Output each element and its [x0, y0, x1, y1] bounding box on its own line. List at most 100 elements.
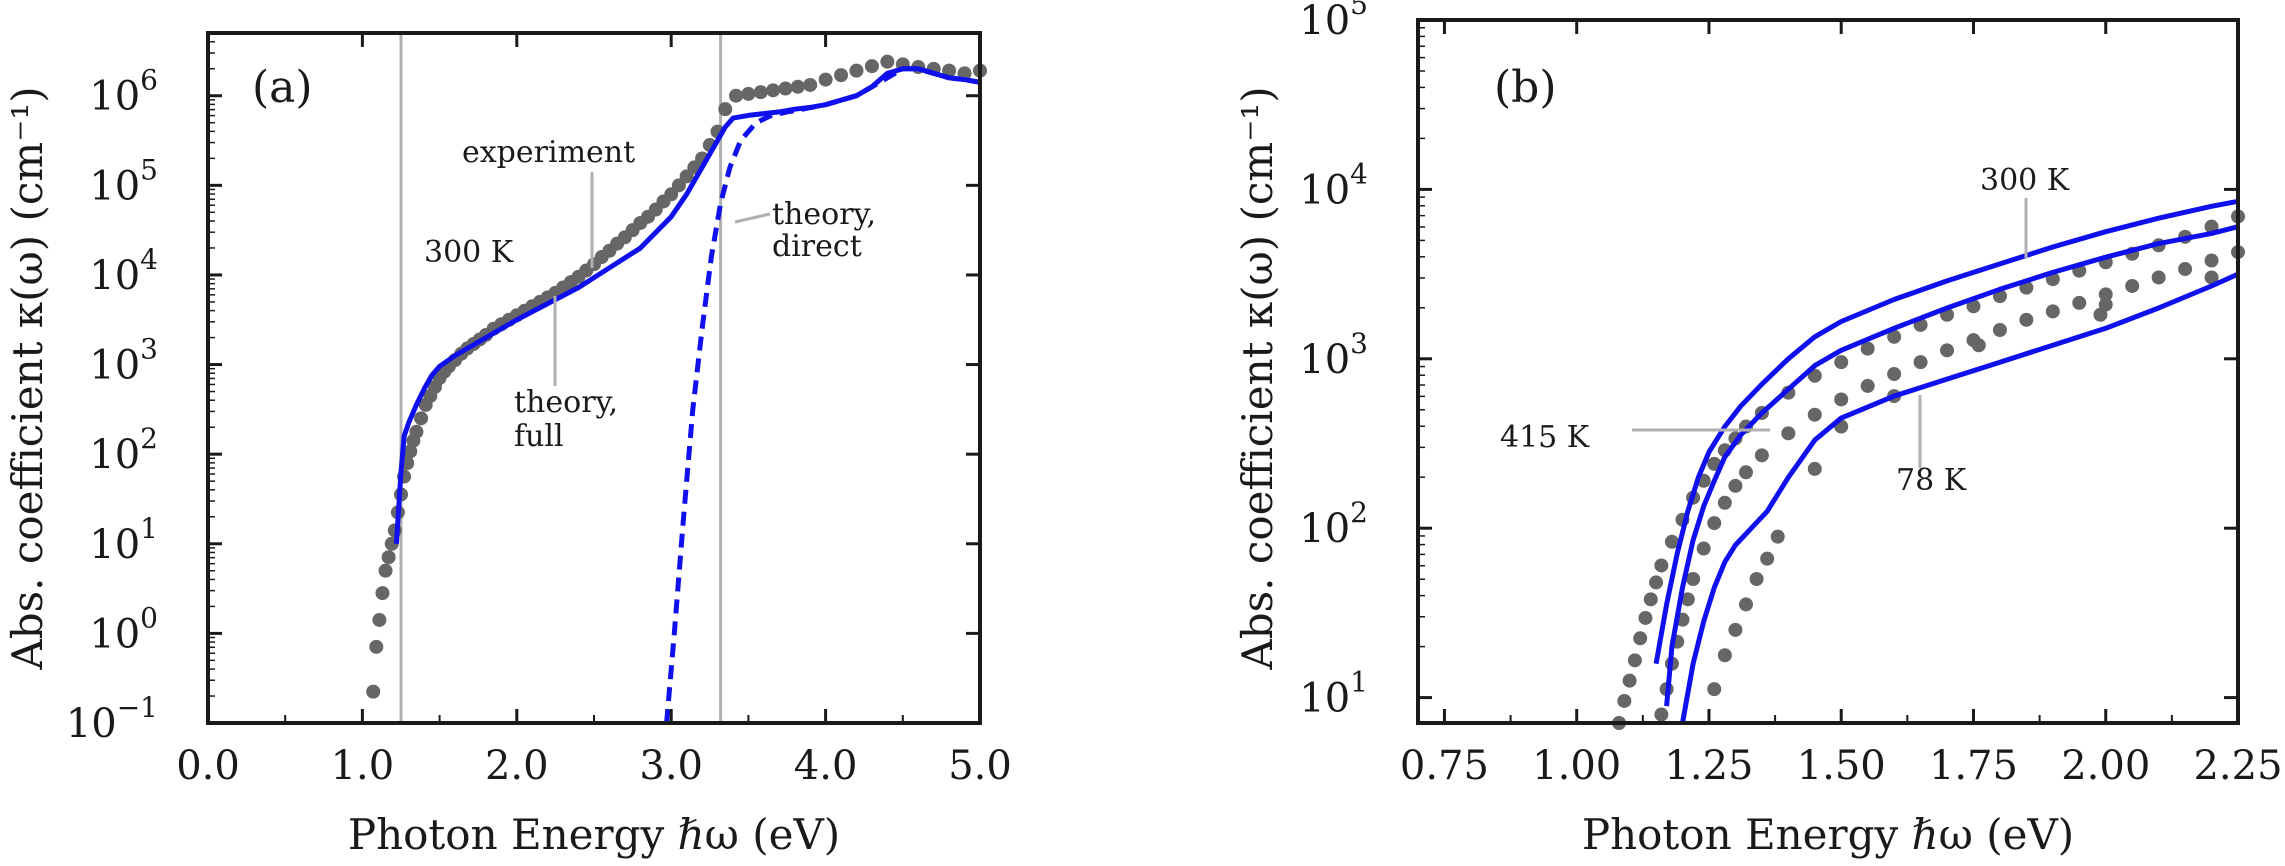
a-ytick-label: 100 [89, 601, 158, 657]
b-data-point [1680, 592, 1695, 607]
b-data-point [1664, 534, 1679, 549]
b-series-300-k [1664, 224, 2239, 707]
panel-a-series [366, 54, 987, 724]
b-line-300-k [1664, 224, 2239, 707]
b-data-point [1728, 622, 1743, 637]
b-data-point [1781, 426, 1796, 441]
b-data-point [2098, 297, 2113, 312]
a-xtick-label: 4.0 [794, 743, 858, 789]
b-data-point [1807, 368, 1822, 383]
panel-a-ticks: 0.0 1.0 2.0 3.0 4.0 5.0 10−1 100 101 102 103 104 105… [66, 32, 1012, 789]
a-data-point [766, 83, 781, 98]
a-data-point [864, 59, 879, 74]
b-data-point [1807, 407, 1822, 422]
b-series-415-k [1653, 198, 2239, 665]
b-xtick-label: 2.25 [2193, 743, 2282, 789]
b-data-point [1633, 631, 1648, 646]
a-ytick-label: 101 [89, 512, 158, 568]
annotation-theory-full-1: theory, [514, 385, 618, 420]
b-data-point [1728, 478, 1743, 493]
a-data-point [381, 550, 396, 565]
a-data-point [369, 639, 384, 654]
b-data-point [1966, 299, 1981, 314]
b-data-point [1739, 465, 1753, 480]
b-data-point [1760, 551, 1775, 566]
a-data-point [718, 102, 733, 117]
a-ytick-label: 105 [89, 153, 158, 209]
panel-b-annotation-leaders [1632, 198, 2028, 468]
a-ytick-label: 104 [89, 243, 158, 299]
annotation-415k: 415 K [1500, 420, 1590, 455]
annotation-theory-direct-2: direct [772, 229, 862, 264]
b-data-point [2178, 262, 2193, 277]
a-data-point [375, 586, 390, 601]
b-xtick-label: 1.00 [1532, 743, 1621, 789]
a-data-point [942, 63, 957, 78]
b-data-point [2125, 278, 2140, 293]
b-data-point [1860, 378, 1875, 393]
annotation-theory-direct-1: theory, [772, 197, 876, 232]
b-data-point [1807, 461, 1822, 476]
a-data-point [803, 77, 818, 92]
panel-a-xlabel: Photon Energy ℏω (eV) [348, 810, 840, 859]
b-line-415-k [1653, 198, 2239, 665]
a-data-point [849, 63, 864, 78]
b-data-point [2204, 253, 2219, 268]
b-ytick-label: 103 [1299, 327, 1368, 383]
b-data-point [1992, 322, 2007, 337]
a-series-theory-direct [664, 66, 981, 724]
a-xtick-label: 5.0 [948, 743, 1012, 789]
a-data-point [409, 424, 424, 439]
b-data-point [1627, 653, 1642, 668]
a-data-point [741, 86, 756, 101]
a-xtick-label: 1.0 [331, 743, 395, 789]
a-data-point [834, 68, 849, 83]
a-data-point [778, 81, 793, 96]
b-data-point [1913, 355, 1928, 370]
panel-b-xlabel: Photon Energy ℏω (eV) [1582, 810, 2074, 859]
b-xtick-label: 0.75 [1400, 743, 1489, 789]
b-data-point [1654, 707, 1669, 722]
a-ytick-label: 10−1 [66, 691, 158, 747]
a-data-point [753, 85, 768, 100]
b-ytick-label: 105 [1299, 0, 1368, 44]
b-data-point [1739, 597, 1753, 612]
panel-a-ylabel: Abs. coefficient κ(ω) (cm⁻¹) [3, 86, 52, 670]
a-data-point [790, 79, 805, 94]
annotation-300k-b: 300 K [1980, 163, 2070, 198]
panel-a-vlines [399, 33, 723, 723]
panel-b-series [1612, 198, 2245, 730]
a-data-point [378, 563, 393, 578]
b-series-78-k [1680, 271, 2240, 724]
b-data-point [1643, 592, 1658, 607]
b-data-point [1749, 572, 1764, 587]
b-xtick-label: 1.75 [1929, 743, 2018, 789]
panel-b: 0.75 1.00 1.25 1.50 1.75 2.00 2.25 101 102 103 104… [1233, 0, 2283, 859]
panel-b-label: (b) [1494, 62, 1557, 113]
a-data-point [414, 411, 429, 426]
b-data-point [1707, 682, 1722, 697]
b-data-point [1834, 392, 1849, 407]
b-data-point [1834, 355, 1849, 370]
b-data-point [1860, 341, 1875, 356]
panel-a-leader-2 [734, 212, 771, 224]
b-data-point [1717, 495, 1732, 510]
b-data-point [2204, 270, 2219, 285]
b-data-point [1707, 516, 1722, 531]
annotation-300k-a: 300 K [424, 235, 514, 270]
b-data-point [1649, 575, 1664, 590]
b-data-point [2072, 295, 2087, 310]
b-data-point [1940, 343, 1955, 358]
a-data-point [818, 72, 833, 87]
b-data-point [1622, 673, 1637, 688]
b-xtick-label: 1.25 [1664, 743, 1753, 789]
b-line-78-k [1680, 271, 2240, 724]
panel-b-ylabel: Abs. coefficient κ(ω) (cm⁻¹) [1233, 86, 1282, 670]
a-ytick-label: 106 [89, 64, 158, 120]
b-data-point [2045, 304, 2060, 319]
panel-a: 0.0 1.0 2.0 3.0 4.0 5.0 10−1 100 101 102 103 104 105… [3, 31, 1012, 859]
panel-a-label: (a) [252, 62, 313, 113]
a-data-point [372, 612, 387, 627]
b-data-point [1754, 448, 1769, 463]
